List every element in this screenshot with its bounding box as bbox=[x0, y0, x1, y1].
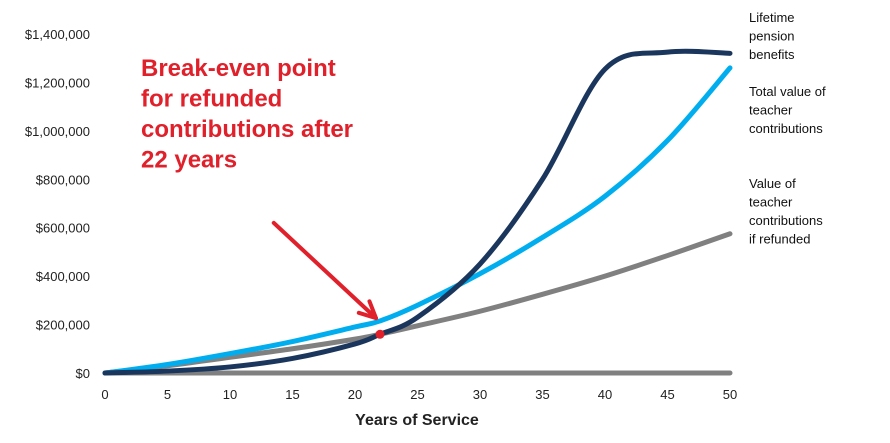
y-tick-label: $1,400,000 bbox=[25, 27, 90, 42]
series-label-1: Total value of teacher contributions bbox=[749, 84, 826, 136]
x-tick-label: 25 bbox=[410, 387, 424, 402]
y-tick-label: $200,000 bbox=[36, 318, 90, 333]
x-axis-label: Years of Service bbox=[355, 412, 479, 429]
x-tick-label: 20 bbox=[348, 387, 362, 402]
series-lines bbox=[102, 48, 733, 376]
annotation-arrow bbox=[271, 220, 378, 321]
annotation-arrowhead bbox=[356, 299, 378, 321]
y-tick-label: $0 bbox=[76, 366, 90, 381]
x-tick-label: 10 bbox=[223, 387, 237, 402]
break-even-point bbox=[375, 329, 385, 339]
y-tick-label: $1,200,000 bbox=[25, 75, 90, 90]
series-line-1 bbox=[102, 65, 733, 376]
series-label-2: Value of teacher contributions if refunded bbox=[749, 176, 823, 247]
x-tick-label: 0 bbox=[101, 387, 108, 402]
series-label-0: Lifetime pension benefits bbox=[749, 10, 795, 62]
x-tick-label: 15 bbox=[285, 387, 299, 402]
x-tick-label: 45 bbox=[660, 387, 674, 402]
annotation-text: Break-even point for refunded contribution… bbox=[141, 55, 353, 174]
break-even-annotation: Break-even point for refunded contribution… bbox=[141, 55, 385, 339]
y-axis-ticks: $0 $200,000 $400,000 $600,000 $800,000 $1,000… bbox=[25, 27, 90, 381]
y-tick-label: $600,000 bbox=[36, 221, 90, 236]
series-line-0 bbox=[102, 48, 733, 376]
x-tick-label: 30 bbox=[473, 387, 487, 402]
y-tick-label: $1,000,000 bbox=[25, 124, 90, 139]
x-axis-ticks: 0 5 10 15 20 25 30 35 40 45 50 bbox=[101, 387, 737, 402]
x-tick-label: 35 bbox=[535, 387, 549, 402]
x-tick-label: 40 bbox=[598, 387, 612, 402]
y-tick-label: $800,000 bbox=[36, 172, 90, 187]
series-line-2 bbox=[102, 231, 733, 376]
series-labels: Lifetime pension benefits Total value of tea… bbox=[749, 10, 826, 247]
x-tick-label: 50 bbox=[723, 387, 737, 402]
y-tick-label: $400,000 bbox=[36, 269, 90, 284]
x-tick-label: 5 bbox=[164, 387, 171, 402]
